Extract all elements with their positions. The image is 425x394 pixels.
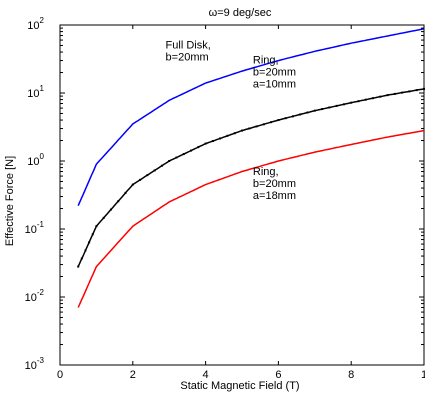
series-marker-1	[255, 125, 258, 128]
series-marker-1	[284, 117, 287, 120]
annotation-line: b=20mm	[253, 178, 296, 190]
series-marker-1	[211, 140, 214, 143]
series-line-0	[77, 28, 425, 206]
series-marker-1	[168, 160, 171, 162]
series-marker-1	[306, 111, 309, 114]
series-marker-1	[175, 156, 178, 159]
series-marker-1	[233, 132, 236, 135]
series-marker-1	[219, 137, 222, 140]
series-marker-1	[372, 97, 375, 100]
series-marker-1	[80, 257, 83, 260]
series-marker-1	[153, 169, 156, 172]
y-tick-label: 101	[27, 84, 44, 100]
annotation-line: Ring,	[253, 166, 279, 178]
series-line-2	[77, 129, 425, 308]
series-marker-1	[342, 103, 345, 106]
y-tick-base: 10	[27, 20, 39, 32]
y-tick-exponent: 1	[40, 84, 45, 93]
annotation-line: a=18mm	[253, 190, 296, 202]
chart-title: ω=9 deg/sec	[209, 7, 272, 19]
x-tick-label: 6	[275, 369, 281, 381]
x-tick-label: 8	[348, 369, 354, 381]
series-marker-1	[146, 174, 149, 177]
series-marker-1	[190, 149, 193, 152]
y-tick-exponent: 0	[40, 152, 45, 161]
y-tick-base: 10	[27, 88, 39, 100]
plot-frame	[59, 24, 425, 366]
series-marker-1	[423, 87, 425, 90]
series-marker-1	[139, 178, 142, 181]
series-marker-1	[321, 108, 324, 111]
annotation-label-1: Ring, b=20mm a=10mm	[253, 55, 296, 91]
x-tick-label: 4	[203, 369, 209, 381]
series-marker-1	[262, 123, 265, 126]
y-tick-label: 100	[27, 152, 44, 168]
y-axis-title: Effective Force [N]	[4, 156, 16, 246]
series-marker-1	[124, 191, 127, 194]
series-marker-1	[335, 104, 338, 107]
y-tick-base: 10	[25, 292, 37, 304]
annotation-line: Full Disk,	[166, 40, 211, 52]
series-marker-1	[95, 225, 98, 228]
series-marker-1	[277, 119, 280, 122]
series-marker-1	[109, 208, 112, 211]
series-marker-1	[291, 115, 294, 118]
y-tick-base: 10	[27, 156, 39, 168]
annotation-line: a=10mm	[253, 79, 296, 91]
y-tick-exponent: 2	[40, 16, 45, 25]
series-marker-1	[299, 113, 302, 116]
x-axis-title: Static Magnetic Field (T)	[180, 380, 299, 392]
series-marker-1	[379, 95, 382, 98]
series-marker-1	[226, 134, 229, 137]
series-marker-1	[408, 90, 411, 93]
series-marker-1	[248, 127, 251, 130]
y-tick-label: 10-1	[25, 220, 45, 236]
x-tick-label: 0	[57, 369, 63, 381]
annotation-line: b=20mm	[166, 52, 209, 64]
series-layer	[77, 28, 425, 308]
y-tick-exponent: -2	[37, 288, 45, 297]
series-marker-1	[182, 153, 185, 156]
annotation-label-2: Ring, b=20mm a=18mm	[253, 166, 296, 202]
y-tick-label: 10-2	[25, 288, 45, 304]
series-marker-1	[313, 109, 316, 112]
annotation-line: Ring,	[253, 55, 279, 67]
series-marker-1	[357, 100, 360, 103]
series-marker-1	[350, 101, 353, 104]
series-marker-1	[131, 183, 134, 186]
series-marker-1	[160, 164, 163, 167]
y-tick-base: 10	[25, 224, 37, 236]
y-tick-label: 102	[27, 16, 44, 32]
y-tick-label: 10-3	[25, 356, 45, 372]
series-marker-1	[84, 249, 87, 252]
series-marker-1	[364, 98, 367, 101]
series-marker-1	[197, 146, 200, 149]
series-marker-1	[386, 94, 389, 97]
x-tick-label: 2	[130, 369, 136, 381]
annotation-label-0: Full Disk, b=20mm	[166, 40, 211, 64]
series-marker-1	[241, 129, 243, 132]
series-marker-1	[77, 265, 80, 268]
y-tick-base: 10	[25, 360, 37, 372]
series-marker-1	[270, 121, 273, 124]
series-marker-1	[204, 142, 207, 145]
series-marker-1	[328, 106, 331, 109]
series-marker-1	[102, 216, 105, 219]
series-marker-1	[415, 89, 418, 92]
series-marker-1	[91, 233, 94, 236]
y-tick-exponent: -1	[37, 220, 45, 229]
series-marker-1	[117, 200, 120, 203]
series-marker-1	[88, 241, 91, 244]
annotation-line: b=20mm	[253, 67, 296, 79]
x-tick-label: 1	[421, 369, 425, 381]
series-marker-1	[401, 91, 404, 94]
plot-area-border	[59, 24, 425, 366]
series-marker-1	[393, 92, 396, 95]
y-tick-exponent: -3	[37, 356, 45, 365]
